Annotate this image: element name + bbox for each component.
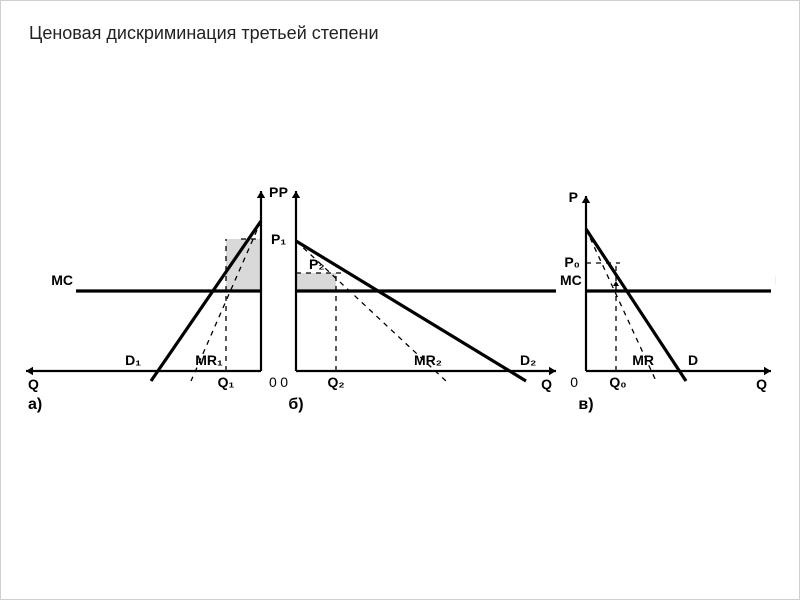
svg-text:0: 0 [280, 374, 288, 390]
svg-text:P₀: P₀ [564, 254, 580, 270]
svg-text:Q₀: Q₀ [609, 374, 626, 390]
economics-diagram: P MC P₁ D₁ MR₁ Q₁ 0 Qа) P MC P₂ D₂ MR₂ Q₂ 0 Qб) P MC P₀ D MR… [26, 181, 776, 431]
svg-text:MR₁: MR₁ [195, 352, 223, 368]
svg-text:в): в) [578, 396, 593, 413]
svg-text:Q₁: Q₁ [218, 374, 235, 390]
svg-text:D: D [688, 352, 698, 368]
svg-text:MR₂: MR₂ [414, 352, 442, 368]
page-title: Ценовая дискриминация третьей степени [29, 23, 379, 44]
svg-text:Q: Q [756, 376, 767, 392]
svg-text:D₁: D₁ [125, 352, 141, 368]
svg-text:Q: Q [541, 376, 552, 392]
svg-text:P: P [269, 184, 278, 200]
svg-text:P₁: P₁ [271, 231, 286, 247]
svg-text:MC: MC [51, 272, 73, 288]
svg-text:Q₂: Q₂ [327, 374, 344, 390]
svg-text:D₂: D₂ [520, 352, 536, 368]
svg-text:P: P [279, 184, 288, 200]
svg-text:MC: MC [560, 272, 582, 288]
svg-text:а): а) [28, 396, 42, 413]
svg-text:б): б) [288, 396, 303, 413]
diagram-frame: Ценовая дискриминация третьей степени P M… [0, 0, 800, 600]
svg-text:Q: Q [28, 376, 39, 392]
svg-text:MR: MR [632, 352, 654, 368]
svg-text:P: P [569, 189, 578, 205]
svg-text:0: 0 [269, 374, 277, 390]
svg-text:0: 0 [570, 374, 578, 390]
svg-text:MC: MC [775, 272, 776, 288]
svg-text:P₂: P₂ [309, 256, 325, 272]
